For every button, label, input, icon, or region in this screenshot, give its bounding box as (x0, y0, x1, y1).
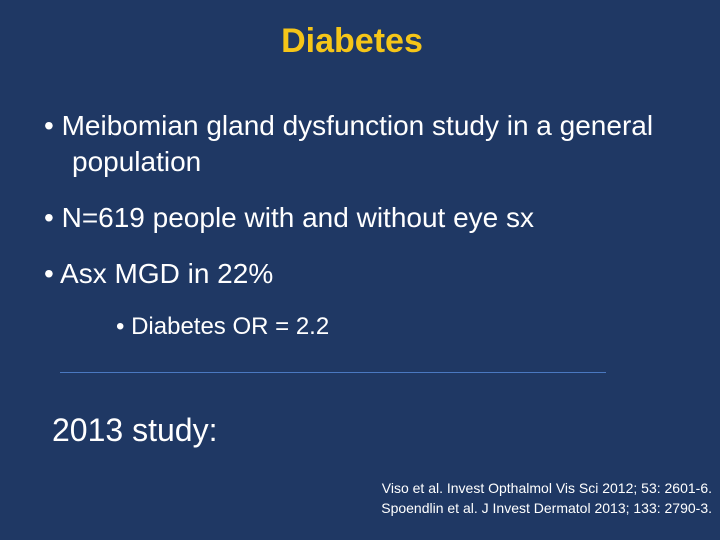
bullet-text: Asx MGD in 22% (60, 258, 274, 289)
bullet: • Asx MGD in 22% (44, 258, 274, 289)
divider (60, 372, 606, 373)
bullet: • N=619 people with and without eye sx (44, 202, 535, 233)
reference: Spoendlin et al. J Invest Dermatol 2013;… (381, 500, 712, 516)
bullet-text: N=619 people with and without eye sx (61, 202, 535, 233)
bullet: • Meibomian gland dysfunction study in a… (44, 110, 654, 177)
note: 2013 study: (52, 412, 218, 448)
sub-bullet-text: Diabetes OR = 2.2 (131, 313, 330, 340)
slide-title: Diabetes (281, 22, 423, 60)
sub-bullet: • Diabetes OR = 2.2 (116, 313, 330, 340)
reference: Viso et al. Invest Opthalmol Vis Sci 201… (381, 480, 712, 496)
bullet-text: Meibomian gland dysfunction study in a g… (61, 110, 654, 177)
